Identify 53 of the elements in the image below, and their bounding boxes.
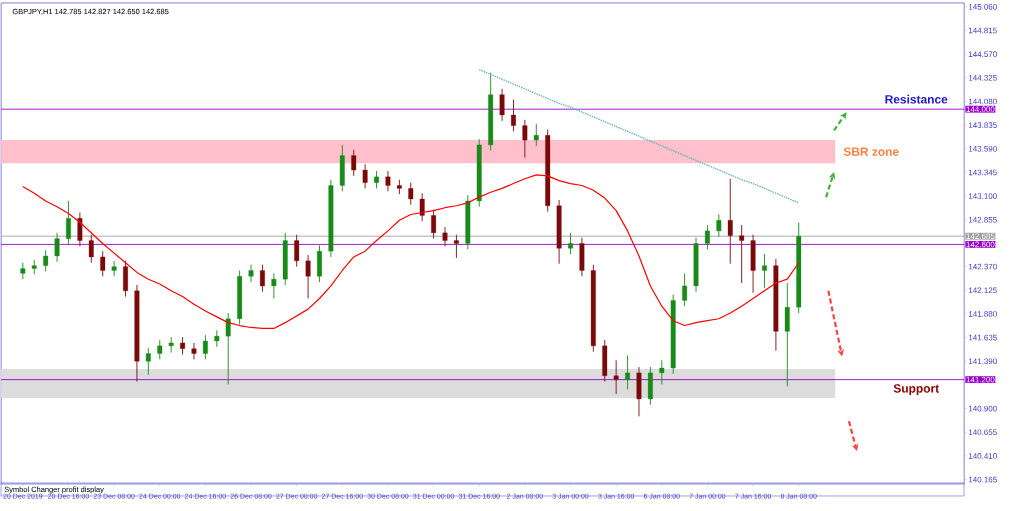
candlestick — [419, 192, 425, 222]
candlestick — [157, 339, 163, 360]
candlestick — [43, 249, 49, 272]
candlestick — [465, 194, 471, 250]
candlestick — [590, 264, 596, 353]
candlestick — [784, 282, 790, 387]
candlestick — [453, 234, 459, 259]
candlestick — [145, 347, 151, 376]
candlestick — [613, 359, 619, 395]
candlestick — [647, 366, 653, 406]
candlestick — [739, 224, 745, 284]
candlestick — [511, 99, 516, 132]
candlestick — [294, 234, 300, 268]
candlestick — [568, 232, 573, 255]
candlestick — [488, 72, 494, 152]
candlestick — [339, 144, 345, 192]
candlestick — [545, 129, 551, 213]
candlestick — [442, 226, 448, 247]
candlestick — [111, 260, 117, 277]
candlestick — [271, 272, 277, 299]
candlestick — [282, 232, 288, 286]
candlestick — [180, 336, 185, 355]
candlestick — [214, 329, 220, 348]
candlestick — [31, 259, 37, 275]
candlestick — [408, 182, 414, 206]
candlestick — [374, 170, 379, 189]
candlestick — [237, 270, 243, 326]
candlestick — [168, 336, 174, 354]
candlestick — [100, 250, 106, 277]
candlestick — [670, 294, 676, 375]
candlestick — [533, 123, 539, 147]
candlestick — [796, 222, 802, 314]
candlestick — [602, 339, 608, 383]
candlestick — [431, 209, 437, 240]
candlestick — [396, 179, 402, 195]
band-label: SBR zone — [843, 147, 899, 156]
candlestick — [351, 149, 357, 177]
candlestick — [202, 334, 208, 360]
annotation: Resistance — [885, 94, 948, 104]
candlestick — [248, 264, 254, 283]
candlestick — [705, 224, 710, 250]
candlestick — [191, 342, 197, 360]
candlestick — [727, 178, 733, 265]
candlestick — [88, 234, 94, 264]
candlestick — [625, 355, 630, 390]
candlestick — [659, 359, 665, 385]
candlestick — [476, 138, 482, 208]
annotation: Support — [893, 384, 939, 396]
candlestick — [762, 253, 767, 289]
candlestick — [682, 272, 688, 307]
candlestick — [225, 312, 231, 385]
candlestick — [20, 262, 26, 280]
candlestick — [716, 214, 722, 238]
